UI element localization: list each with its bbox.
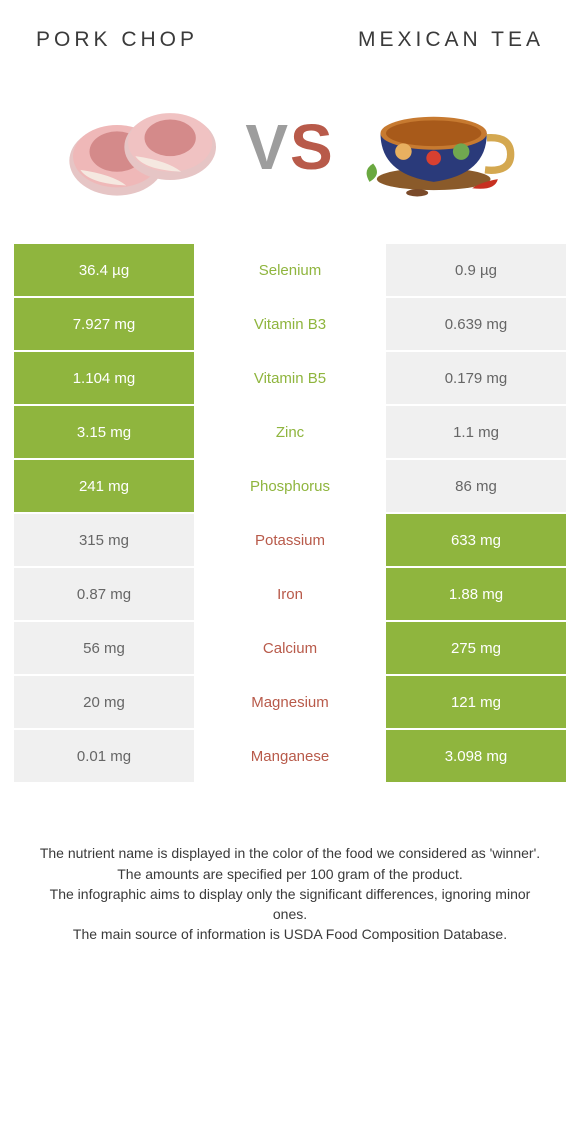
title-left: Pork chop: [36, 28, 198, 52]
nutrient-name: Selenium: [194, 244, 386, 296]
value-left: 7.927 mg: [14, 298, 194, 350]
value-left: 241 mg: [14, 460, 194, 512]
footer-line: The main source of information is USDA F…: [36, 925, 544, 945]
nutrient-name: Manganese: [194, 730, 386, 782]
value-right: 275 mg: [386, 622, 566, 674]
vs-v: V: [245, 110, 290, 184]
nutrient-name: Magnesium: [194, 676, 386, 728]
value-left: 0.87 mg: [14, 568, 194, 620]
vs-row: VS: [0, 52, 580, 236]
value-right: 633 mg: [386, 514, 566, 566]
nutrient-name: Potassium: [194, 514, 386, 566]
value-left: 3.15 mg: [14, 406, 194, 458]
table-row: 1.104 mgVitamin B50.179 mg: [14, 352, 566, 404]
vs-label: VS: [245, 110, 334, 184]
table-row: 36.4 µgSelenium0.9 µg: [14, 244, 566, 296]
header: Pork chop Mexican tea: [0, 0, 580, 52]
value-left: 56 mg: [14, 622, 194, 674]
nutrient-name: Vitamin B3: [194, 298, 386, 350]
nutrient-table: 36.4 µgSelenium0.9 µg7.927 mgVitamin B30…: [0, 236, 580, 782]
value-left: 315 mg: [14, 514, 194, 566]
footer-notes: The nutrient name is displayed in the co…: [0, 784, 580, 945]
value-right: 0.179 mg: [386, 352, 566, 404]
nutrient-name: Phosphorus: [194, 460, 386, 512]
footer-line: The nutrient name is displayed in the co…: [36, 844, 544, 864]
footer-line: The infographic aims to display only the…: [36, 885, 544, 924]
table-row: 7.927 mgVitamin B30.639 mg: [14, 298, 566, 350]
table-row: 315 mgPotassium633 mg: [14, 514, 566, 566]
table-row: 56 mgCalcium275 mg: [14, 622, 566, 674]
nutrient-name: Iron: [194, 568, 386, 620]
value-right: 121 mg: [386, 676, 566, 728]
value-right: 1.88 mg: [386, 568, 566, 620]
value-right: 86 mg: [386, 460, 566, 512]
value-right: 0.639 mg: [386, 298, 566, 350]
value-left: 20 mg: [14, 676, 194, 728]
vs-s: S: [290, 110, 335, 184]
value-right: 1.1 mg: [386, 406, 566, 458]
table-row: 0.01 mgManganese3.098 mg: [14, 730, 566, 782]
nutrient-name: Zinc: [194, 406, 386, 458]
table-row: 3.15 mgZinc1.1 mg: [14, 406, 566, 458]
footer-line: The amounts are specified per 100 gram o…: [36, 865, 544, 885]
nutrient-name: Calcium: [194, 622, 386, 674]
table-row: 20 mgMagnesium121 mg: [14, 676, 566, 728]
table-row: 241 mgPhosphorus86 mg: [14, 460, 566, 512]
title-right: Mexican tea: [358, 28, 544, 52]
nutrient-name: Vitamin B5: [194, 352, 386, 404]
value-right: 3.098 mg: [386, 730, 566, 782]
mexican-tea-image: [353, 82, 518, 212]
value-right: 0.9 µg: [386, 244, 566, 296]
value-left: 36.4 µg: [14, 244, 194, 296]
value-left: 1.104 mg: [14, 352, 194, 404]
value-left: 0.01 mg: [14, 730, 194, 782]
pork-chop-image: [62, 82, 227, 212]
table-row: 0.87 mgIron1.88 mg: [14, 568, 566, 620]
